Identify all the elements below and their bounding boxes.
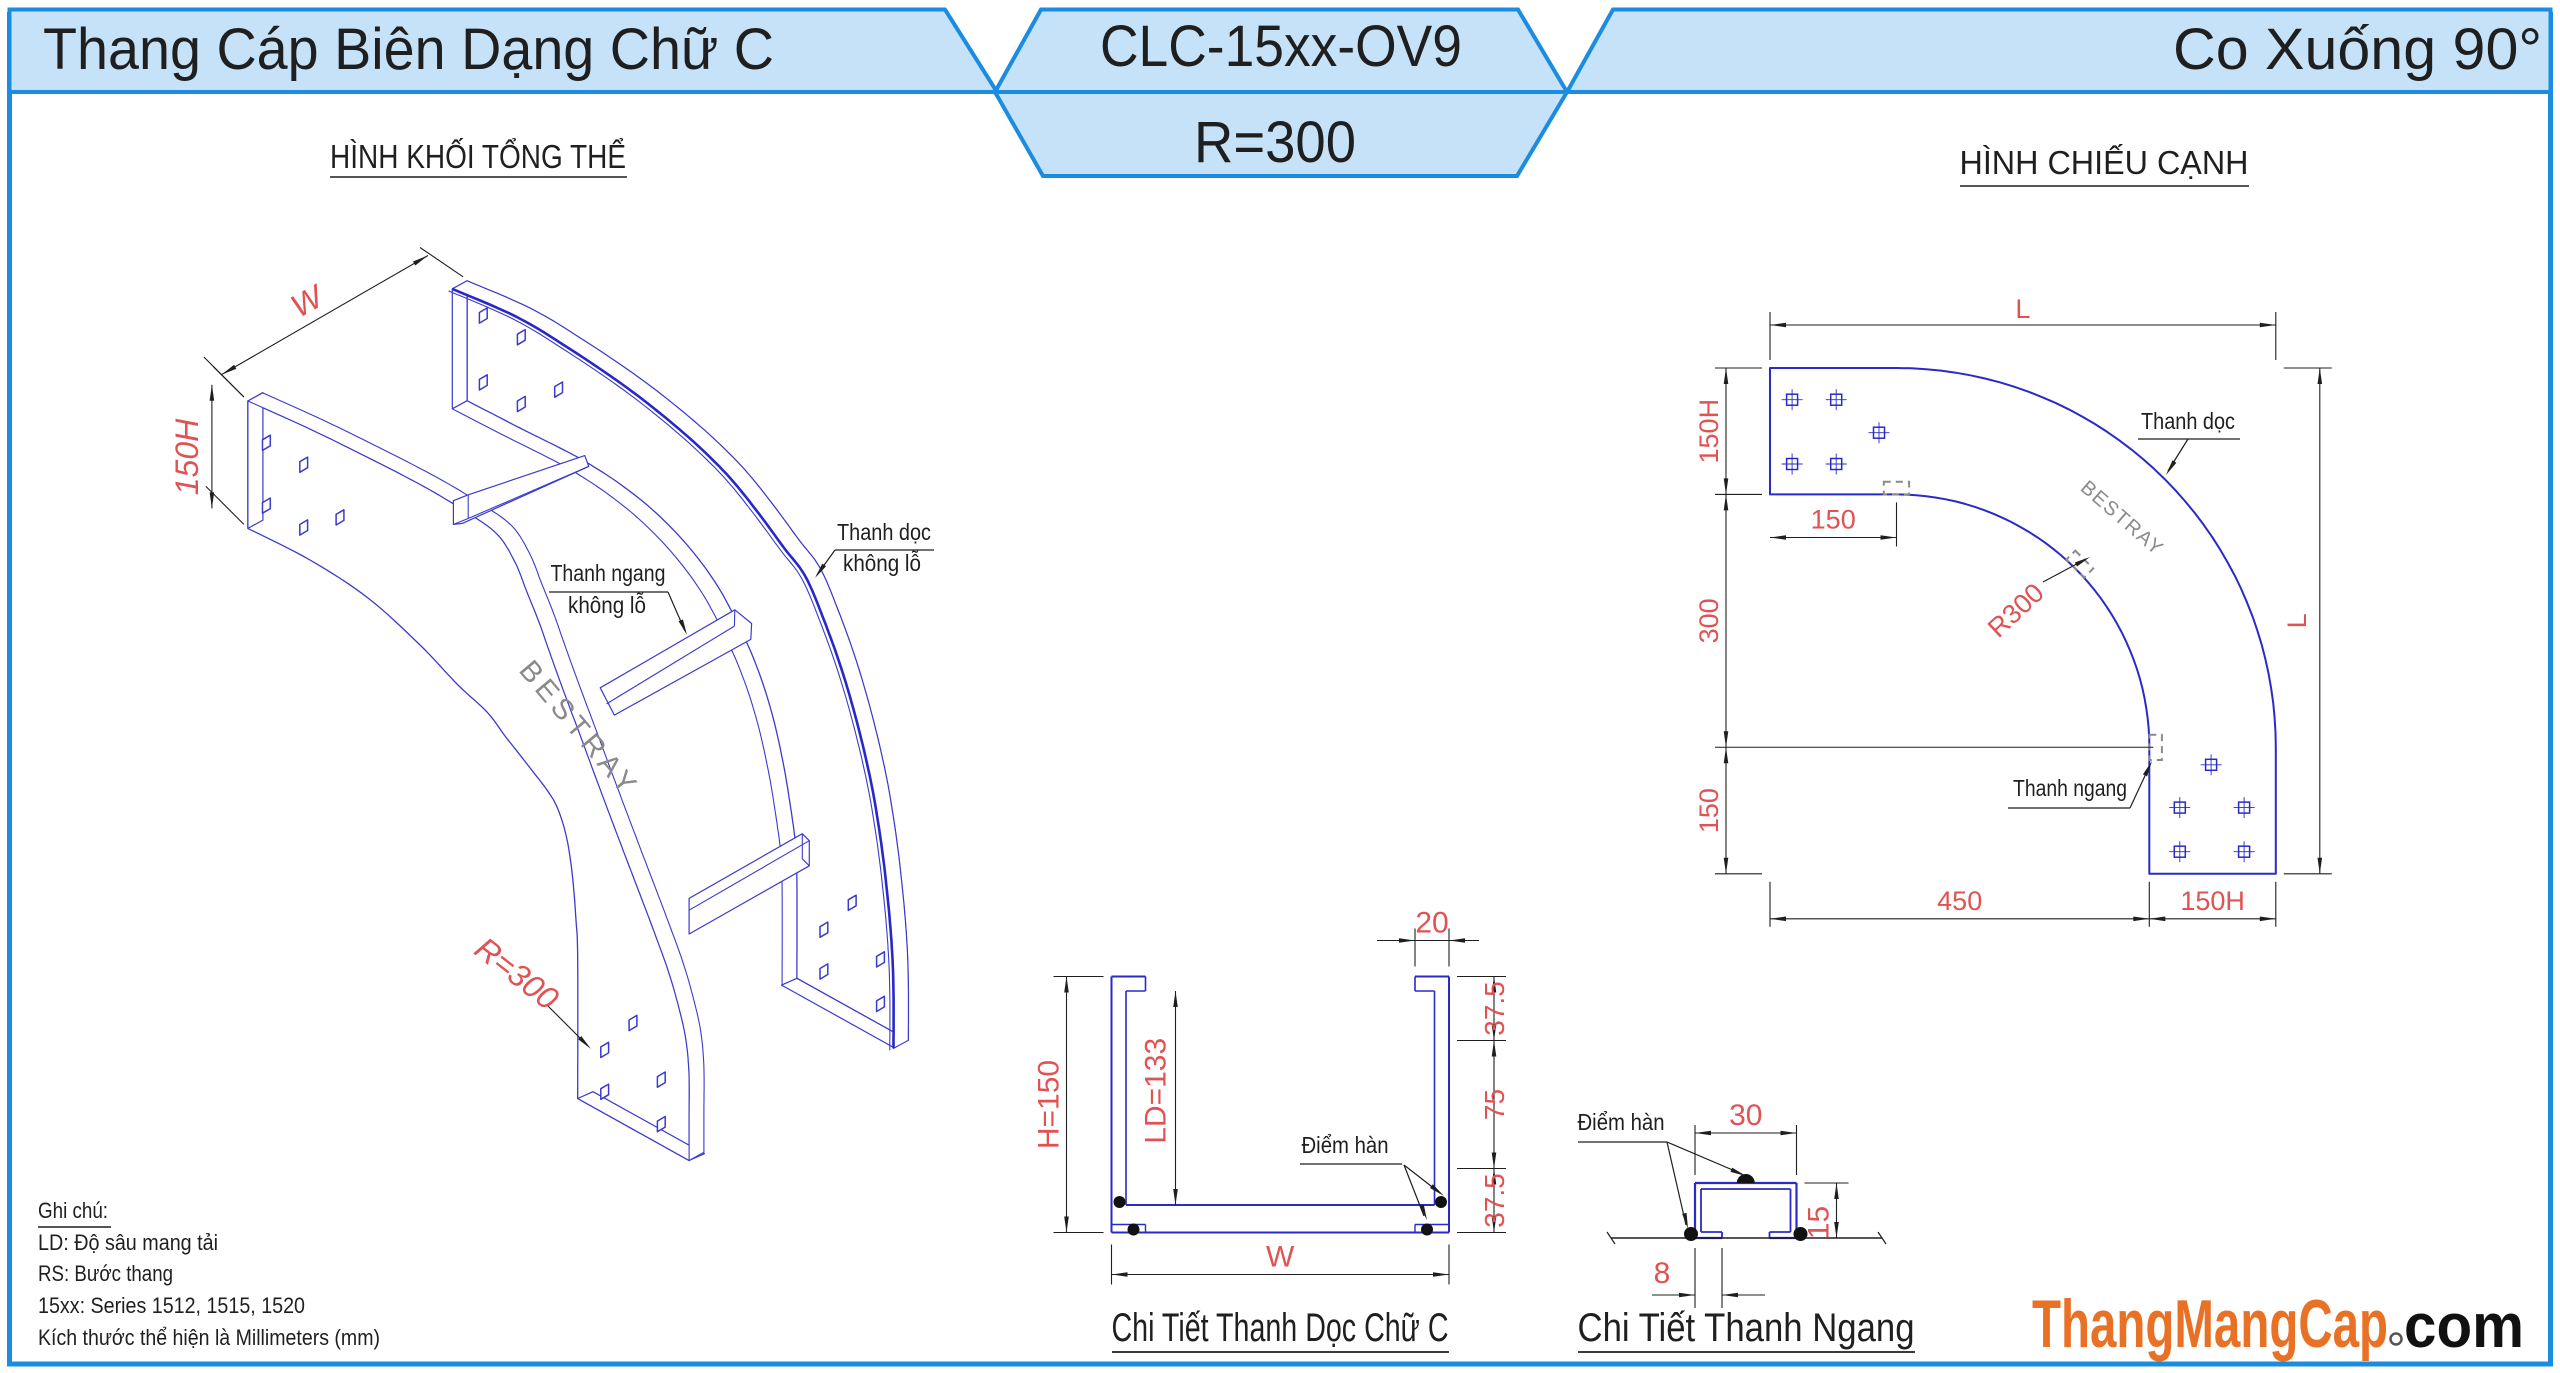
svg-text:không lỗ: không lỗ — [568, 592, 646, 618]
svg-text:H=150: H=150 — [1033, 1060, 1066, 1149]
svg-text:30: 30 — [1729, 1099, 1762, 1132]
svg-text:CLC-15xx-OV9: CLC-15xx-OV9 — [1100, 14, 1462, 79]
svg-text:8: 8 — [1654, 1257, 1671, 1290]
svg-text:HÌNH KHỐI TỔNG THỂ: HÌNH KHỐI TỔNG THỂ — [330, 137, 626, 175]
svg-text:không lỗ: không lỗ — [843, 550, 921, 576]
svg-text:150H: 150H — [2180, 886, 2245, 916]
svg-text:Điểm hàn: Điểm hàn — [1302, 1132, 1389, 1158]
svg-text:150H: 150H — [169, 418, 205, 495]
svg-text:Thanh dọc: Thanh dọc — [2141, 408, 2235, 434]
svg-text:RS: Bước thang: RS: Bước thang — [38, 1261, 173, 1286]
svg-text:150: 150 — [1811, 505, 1856, 535]
svg-text:Chi Tiết Thanh Dọc Chữ C: Chi Tiết Thanh Dọc Chữ C — [1112, 1306, 1449, 1350]
svg-text:150: 150 — [1694, 788, 1724, 833]
svg-text:Chi Tiết Thanh Ngang: Chi Tiết Thanh Ngang — [1578, 1306, 1915, 1350]
svg-text:Co Xuống 90°: Co Xuống 90° — [2173, 17, 2542, 82]
svg-text:LD: Độ sâu mang tải: LD: Độ sâu mang tải — [38, 1230, 218, 1255]
svg-text:300: 300 — [1694, 598, 1724, 643]
svg-text:Điểm hàn: Điểm hàn — [1578, 1109, 1665, 1135]
svg-text:LD=133: LD=133 — [1140, 1038, 1173, 1144]
svg-text:Thanh dọc: Thanh dọc — [837, 519, 931, 545]
svg-text:ThangMangCap: ThangMangCap — [2032, 1286, 2388, 1362]
svg-text:450: 450 — [1937, 886, 1982, 916]
svg-text:37.5: 37.5 — [1479, 981, 1510, 1036]
svg-text:Ghi chú:: Ghi chú: — [38, 1198, 108, 1223]
svg-text:Thanh ngang: Thanh ngang — [551, 560, 666, 586]
svg-text:HÌNH CHIẾU CẠNH: HÌNH CHIẾU CẠNH — [1960, 144, 2249, 181]
svg-text:L: L — [2015, 294, 2030, 324]
svg-text:com: com — [2404, 1292, 2524, 1361]
svg-text:Thang Cáp Biên Dạng Chữ C: Thang Cáp Biên Dạng Chữ C — [43, 17, 774, 82]
svg-text:150H: 150H — [1694, 399, 1724, 464]
svg-text:20: 20 — [1415, 907, 1448, 940]
svg-text:15: 15 — [1803, 1206, 1836, 1239]
svg-text:Kích thước thể hiện là Millime: Kích thước thể hiện là Millimeters (mm) — [38, 1325, 380, 1350]
svg-text:L: L — [2282, 613, 2312, 628]
svg-text:W: W — [1266, 1241, 1295, 1274]
svg-text:Thanh ngang: Thanh ngang — [2013, 775, 2127, 801]
svg-text:R=300: R=300 — [1194, 110, 1356, 175]
svg-text:37.5: 37.5 — [1479, 1173, 1510, 1228]
svg-text:75: 75 — [1479, 1089, 1510, 1120]
svg-text:15xx: Series 1512, 1515, 1520: 15xx: Series 1512, 1515, 1520 — [38, 1293, 305, 1318]
